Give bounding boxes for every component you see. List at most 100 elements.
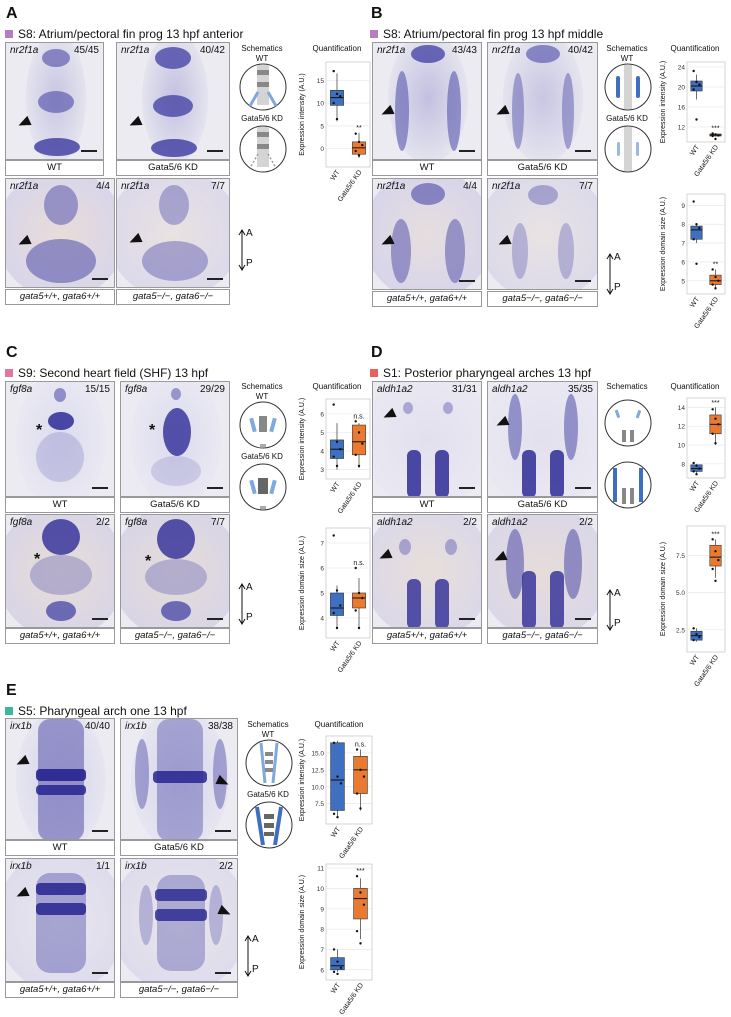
scale-bar: [92, 830, 108, 832]
y-axis-label: Expression domain size (A.U.): [660, 197, 667, 291]
y-tick-label: 6: [320, 411, 324, 418]
data-point: [332, 741, 336, 744]
scale-bar: [459, 150, 475, 152]
embryo-image: fgf8a 7/7 *: [120, 514, 230, 628]
scale-bar: [207, 150, 223, 152]
gene-label: nr2f1a: [377, 181, 406, 192]
data-point: [711, 432, 714, 435]
significance-label: **: [713, 261, 719, 268]
ap-axis-arrow: [606, 253, 614, 295]
image-caption: Gata5/6 KD: [120, 840, 238, 856]
schematic-wt: [245, 739, 293, 787]
data-point: [714, 287, 717, 290]
x-tick-label: WT: [689, 480, 701, 494]
y-tick-label: 14: [678, 405, 686, 412]
data-point: [336, 972, 339, 976]
schematic-kd: [604, 125, 652, 173]
category-swatch: [370, 30, 378, 38]
quantification-title: Quantification: [312, 44, 362, 53]
embryo-image: irx1b 40/40: [5, 718, 115, 840]
schematics-title: Schematics: [241, 382, 283, 391]
data-point: [714, 133, 717, 136]
gene-label: nr2f1a: [492, 181, 521, 192]
significance-label: n.s.: [355, 742, 366, 749]
data-point: [359, 891, 362, 894]
image-caption: Gata5/6 KD: [120, 497, 230, 513]
data-point: [357, 591, 361, 595]
significance-label: ***: [711, 531, 719, 538]
embryo-image: fgf8a 29/29 *: [120, 381, 230, 497]
y-tick-label: 9: [681, 203, 685, 210]
data-point: [717, 558, 720, 562]
category-swatch: [370, 369, 378, 377]
gene-label: nr2f1a: [10, 45, 39, 56]
y-tick-label: 7.5: [676, 553, 685, 560]
y-tick-label: 7.5: [315, 801, 324, 808]
image-caption: gata5−/−, gata6−/−: [487, 628, 598, 644]
data-point: [714, 550, 717, 553]
data-point: [714, 441, 717, 445]
ap-axis-arrow: [606, 589, 614, 631]
count-label: 2/2: [579, 517, 593, 528]
quantification-title: Quantification: [670, 44, 720, 53]
scale-bar: [92, 487, 108, 489]
schematic-wt: [604, 63, 652, 111]
y-tick-label: 10: [317, 101, 325, 108]
data-point: [335, 589, 339, 592]
x-tick-label: WT: [689, 144, 701, 158]
schematic-label: Gata5/6 KD: [241, 452, 283, 461]
box: [709, 274, 722, 285]
count-label: 2/2: [219, 861, 233, 872]
embryo-image: aldh1a2 2/2: [487, 514, 598, 628]
arrowhead-marker: [127, 115, 143, 131]
box: [352, 424, 366, 456]
gene-label: aldh1a2: [377, 384, 413, 395]
image-caption: gata5−/−, gata6−/−: [120, 628, 230, 644]
scale-bar: [215, 830, 231, 832]
y-tick-label: 12: [678, 125, 686, 132]
data-point: [339, 782, 343, 785]
image-caption: WT: [5, 840, 115, 856]
data-point: [332, 69, 335, 73]
count-label: 2/2: [96, 517, 110, 528]
data-point: [332, 101, 335, 105]
image-caption: WT: [372, 160, 482, 176]
y-tick-label: 5.0: [676, 590, 685, 597]
panel-title: S1: Posterior pharyngeal arches 13 hpf: [370, 366, 591, 380]
embryo-image: nr2f1a 7/7: [116, 178, 230, 288]
panel-title: S8: Atrium/pectoral fin prog 13 hpf ante…: [5, 27, 243, 41]
scale-bar: [459, 280, 475, 282]
box: [690, 225, 703, 240]
data-point: [354, 149, 357, 153]
gene-label: irx1b: [125, 861, 147, 872]
panel-letter: D: [371, 344, 383, 361]
data-point: [362, 775, 366, 778]
embryo-image: fgf8a 15/15 *: [5, 381, 115, 497]
y-tick-label: 6: [320, 967, 324, 974]
data-point: [332, 948, 336, 951]
box: [352, 592, 366, 609]
data-point: [335, 440, 339, 443]
schematic-label: WT: [255, 392, 269, 401]
plot-area: [686, 61, 726, 143]
data-point: [717, 423, 720, 426]
y-tick-label: 7: [681, 241, 685, 248]
axis-p-label: P: [246, 612, 253, 623]
axis-p-label: P: [614, 618, 621, 629]
axis-p-label: P: [614, 282, 621, 293]
scale-bar: [207, 487, 223, 489]
gene-label: fgf8a: [125, 384, 148, 395]
embryo-image: nr2f1a 40/42: [116, 42, 230, 160]
image-caption: gata5+/+, gata6+/+: [372, 628, 482, 644]
box: [353, 756, 368, 794]
schematic-label: Gata5/6 KD: [241, 114, 283, 123]
data-point: [357, 464, 361, 468]
data-point: [354, 453, 357, 457]
y-axis-label: Expression intensity (A.U.): [299, 73, 306, 155]
data-point: [714, 275, 717, 279]
panel-title-text: S9: Second heart field (SHF) 13 hpf: [18, 366, 209, 380]
scale-bar: [575, 618, 591, 620]
panel-title-text: S8: Atrium/pectoral fin prog 13 hpf ante…: [18, 27, 244, 41]
y-tick-label: 5: [320, 123, 324, 130]
